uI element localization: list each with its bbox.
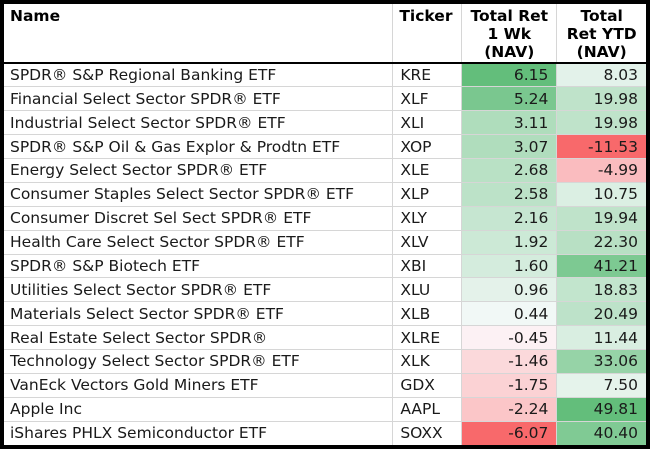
ticker-cell: XLE — [392, 158, 463, 183]
table-row-xlp: Consumer Staples Select Sector SPDR® ETF… — [4, 181, 646, 207]
total-ret-1wk-cell: 2.16 — [461, 205, 558, 231]
total-ret-ytd-cell: 22.30 — [556, 229, 646, 255]
fund-name-cell: Technology Select Sector SPDR® ETF — [4, 349, 394, 374]
fund-name-cell: Utilities Select Sector SPDR® ETF — [4, 277, 394, 303]
ticker-cell: XLK — [392, 349, 463, 374]
fund-name-cell: Materials Select Sector SPDR® ETF — [4, 301, 394, 327]
total-ret-1wk-cell: 1.92 — [461, 229, 558, 255]
table-row-xlf: Financial Select Sector SPDR® ETF XLF 5.24… — [4, 86, 646, 112]
total-ret-1wk-cell: 2.68 — [461, 158, 558, 183]
table-row-xlu: Utilities Select Sector SPDR® ETF XLU 0.96… — [4, 277, 646, 303]
total-ret-1wk-cell: 2.58 — [461, 181, 558, 207]
ticker-cell: XOP — [392, 134, 463, 159]
fund-name-cell: Consumer Discret Sel Sect SPDR® ETF — [4, 205, 394, 231]
ticker-cell: XLRE — [392, 325, 463, 350]
ticker-cell: XLI — [392, 110, 463, 136]
table-row-xlb: Materials Select Sector SPDR® ETF XLB 0.44… — [4, 301, 646, 327]
total-ret-ytd-cell: 19.98 — [556, 110, 646, 136]
table-row-xlk: Technology Select Sector SPDR® ETF XLK -1.… — [4, 349, 646, 374]
fund-name-cell: Energy Select Sector SPDR® ETF — [4, 158, 394, 183]
table-row-gdx: VanEck Vectors Gold Miners ETF GDX -1.75 7.… — [4, 372, 646, 398]
column-header-ytd: Total Ret YTD (NAV) — [556, 4, 646, 64]
ticker-cell: AAPL — [392, 396, 463, 422]
total-ret-1wk-cell: -6.07 — [461, 420, 558, 445]
column-header-ticker: Ticker — [392, 4, 463, 64]
total-ret-ytd-cell: -11.53 — [556, 134, 646, 159]
total-ret-ytd-cell: 33.06 — [556, 349, 646, 374]
table-row-aapl: Apple Inc AAPL -2.24 49.81 — [4, 396, 646, 422]
header-row: Name Ticker Total Ret 1 Wk (NAV) Total Ret … — [4, 4, 646, 64]
total-ret-ytd-cell: 8.03 — [556, 62, 646, 88]
fund-name-cell: SPDR® S&P Biotech ETF — [4, 253, 394, 279]
ticker-cell: XLP — [392, 181, 463, 207]
ticker-cell: XBI — [392, 253, 463, 279]
total-ret-ytd-cell: -4.99 — [556, 158, 646, 183]
fund-name-cell: iShares PHLX Semiconductor ETF — [4, 420, 394, 445]
total-ret-1wk-cell: 3.11 — [461, 110, 558, 136]
fund-name-cell: SPDR® S&P Oil & Gas Explor & Prodtn ETF — [4, 134, 394, 159]
etf-returns-grid: Name Ticker Total Ret 1 Wk (NAV) Total Ret … — [4, 4, 646, 445]
total-ret-1wk-cell: -2.24 — [461, 396, 558, 422]
table-row-xlre: Real Estate Select Sector SPDR® XLRE -0.45… — [4, 325, 646, 350]
fund-name-cell: Real Estate Select Sector SPDR® — [4, 325, 394, 350]
table-row-xli: Industrial Select Sector SPDR® ETF XLI 3.1… — [4, 110, 646, 136]
column-header-wk: Total Ret 1 Wk (NAV) — [461, 4, 558, 64]
total-ret-ytd-cell: 18.83 — [556, 277, 646, 303]
total-ret-ytd-cell: 40.40 — [556, 420, 646, 445]
total-ret-ytd-cell: 19.94 — [556, 205, 646, 231]
table-row-kre: SPDR® S&P Regional Banking ETF KRE 6.15 8.0… — [4, 62, 646, 88]
total-ret-ytd-cell: 41.21 — [556, 253, 646, 279]
fund-name-cell: VanEck Vectors Gold Miners ETF — [4, 372, 394, 398]
fund-name-cell: Health Care Select Sector SPDR® ETF — [4, 229, 394, 255]
ticker-cell: KRE — [392, 62, 463, 88]
total-ret-ytd-cell: 19.98 — [556, 86, 646, 112]
ticker-cell: GDX — [392, 372, 463, 398]
table-header: Name Ticker Total Ret 1 Wk (NAV) Total Ret … — [4, 4, 646, 64]
table-row-xly: Consumer Discret Sel Sect SPDR® ETF XLY 2.… — [4, 205, 646, 231]
total-ret-1wk-cell: -1.46 — [461, 349, 558, 374]
total-ret-1wk-cell: 0.96 — [461, 277, 558, 303]
table-row-xlv: Health Care Select Sector SPDR® ETF XLV 1.… — [4, 229, 646, 255]
total-ret-ytd-cell: 20.49 — [556, 301, 646, 327]
total-ret-ytd-cell: 7.50 — [556, 372, 646, 398]
ticker-cell: XLV — [392, 229, 463, 255]
table-row-xbi: SPDR® S&P Biotech ETF XBI 1.60 41.21 — [4, 253, 646, 279]
total-ret-1wk-cell: 5.24 — [461, 86, 558, 112]
table-row-xop: SPDR® S&P Oil & Gas Explor & Prodtn ETF X… — [4, 134, 646, 159]
table-body: SPDR® S&P Regional Banking ETF KRE 6.15 8.0… — [4, 62, 646, 445]
total-ret-1wk-cell: -0.45 — [461, 325, 558, 350]
fund-name-cell: Industrial Select Sector SPDR® ETF — [4, 110, 394, 136]
total-ret-ytd-cell: 11.44 — [556, 325, 646, 350]
table-row-soxx: iShares PHLX Semiconductor ETF SOXX -6.07 4… — [4, 420, 646, 445]
total-ret-1wk-cell: 1.60 — [461, 253, 558, 279]
ticker-cell: XLU — [392, 277, 463, 303]
column-header-name: Name — [4, 4, 394, 64]
fund-name-cell: Consumer Staples Select Sector SPDR® ETF — [4, 181, 394, 207]
fund-name-cell: Apple Inc — [4, 396, 394, 422]
total-ret-1wk-cell: 6.15 — [461, 62, 558, 88]
ticker-cell: SOXX — [392, 420, 463, 445]
total-ret-ytd-cell: 49.81 — [556, 396, 646, 422]
fund-name-cell: Financial Select Sector SPDR® ETF — [4, 86, 394, 112]
fund-name-cell: SPDR® S&P Regional Banking ETF — [4, 62, 394, 88]
total-ret-1wk-cell: 0.44 — [461, 301, 558, 327]
total-ret-1wk-cell: -1.75 — [461, 372, 558, 398]
ticker-cell: XLB — [392, 301, 463, 327]
ticker-cell: XLF — [392, 86, 463, 112]
total-ret-ytd-cell: 10.75 — [556, 181, 646, 207]
table-row-xle: Energy Select Sector SPDR® ETF XLE 2.68 -4.… — [4, 158, 646, 183]
total-ret-1wk-cell: 3.07 — [461, 134, 558, 159]
ticker-cell: XLY — [392, 205, 463, 231]
